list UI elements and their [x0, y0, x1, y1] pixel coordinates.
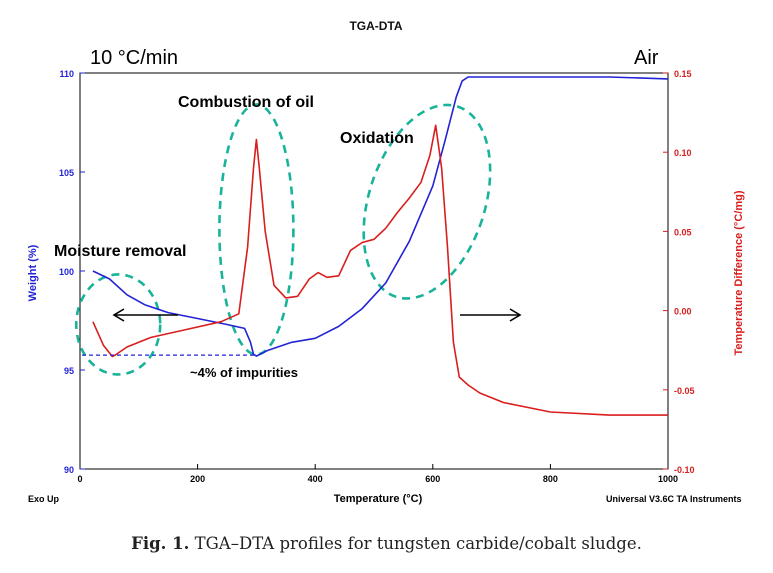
- y-left-tick-label: 95: [64, 366, 74, 376]
- combustion-of-oil-label: Combustion of oil: [178, 94, 314, 111]
- y-left-tick-label: 90: [64, 465, 74, 475]
- x-axis-title: Temperature (°C): [334, 493, 423, 505]
- impurities-label: ~4% of impurities: [190, 365, 298, 380]
- x-tick-label: 600: [425, 474, 440, 484]
- dta-curve: [92, 124, 668, 416]
- right-axis-arrow-head: [509, 308, 522, 322]
- y-right-tick-label: 0.00: [674, 307, 692, 317]
- x-tick-label: 0: [77, 474, 82, 484]
- exo-up-label: Exo Up: [28, 494, 60, 504]
- y-left-tick-label: 105: [59, 168, 74, 178]
- weight-curve: [92, 76, 669, 357]
- moisture-ellipse: [74, 273, 162, 376]
- chart-title: TGA-DTA: [349, 19, 402, 33]
- oxidation-label: Oxidation: [340, 130, 414, 147]
- y-right-axis-title: Temperature Difference (°C/mg): [733, 190, 745, 355]
- y-left-tick-label: 110: [59, 69, 74, 79]
- y-right-tick-label: -0.05: [674, 386, 695, 396]
- instrument-label: Universal V3.6C TA Instruments: [606, 494, 742, 504]
- y-right-tick-label: 0.10: [674, 148, 692, 158]
- left-axis-arrow: [112, 308, 178, 322]
- atmosphere-label: Air: [634, 47, 659, 69]
- moisture-removal-label: Moisture removal: [54, 243, 186, 260]
- y-right-tick-label: 0.15: [674, 69, 692, 79]
- right-axis-arrow: [460, 308, 522, 322]
- y-right-tick-label: -0.10: [674, 465, 695, 475]
- x-tick-label: 400: [308, 474, 323, 484]
- x-tick-label: 200: [190, 474, 205, 484]
- y-left-tick-label: 100: [59, 267, 74, 277]
- y-left-axis-title: Weight (%): [27, 244, 39, 301]
- combustion-ellipse: [218, 103, 295, 356]
- heating-rate-label: 10 °C/min: [90, 47, 178, 69]
- y-right-tick-label: 0.05: [674, 227, 692, 237]
- caption-text: TGA–DTA profiles for tungsten carbide/co…: [194, 534, 642, 553]
- left-axis-arrow-head: [112, 308, 125, 322]
- figure-caption: Fig. 1. TGA–DTA profiles for tungsten ca…: [0, 534, 773, 553]
- x-tick-label: 1000: [658, 474, 678, 484]
- oxidation-ellipse: [362, 103, 492, 300]
- x-tick-label: 800: [543, 474, 558, 484]
- caption-label: Fig. 1.: [131, 534, 190, 553]
